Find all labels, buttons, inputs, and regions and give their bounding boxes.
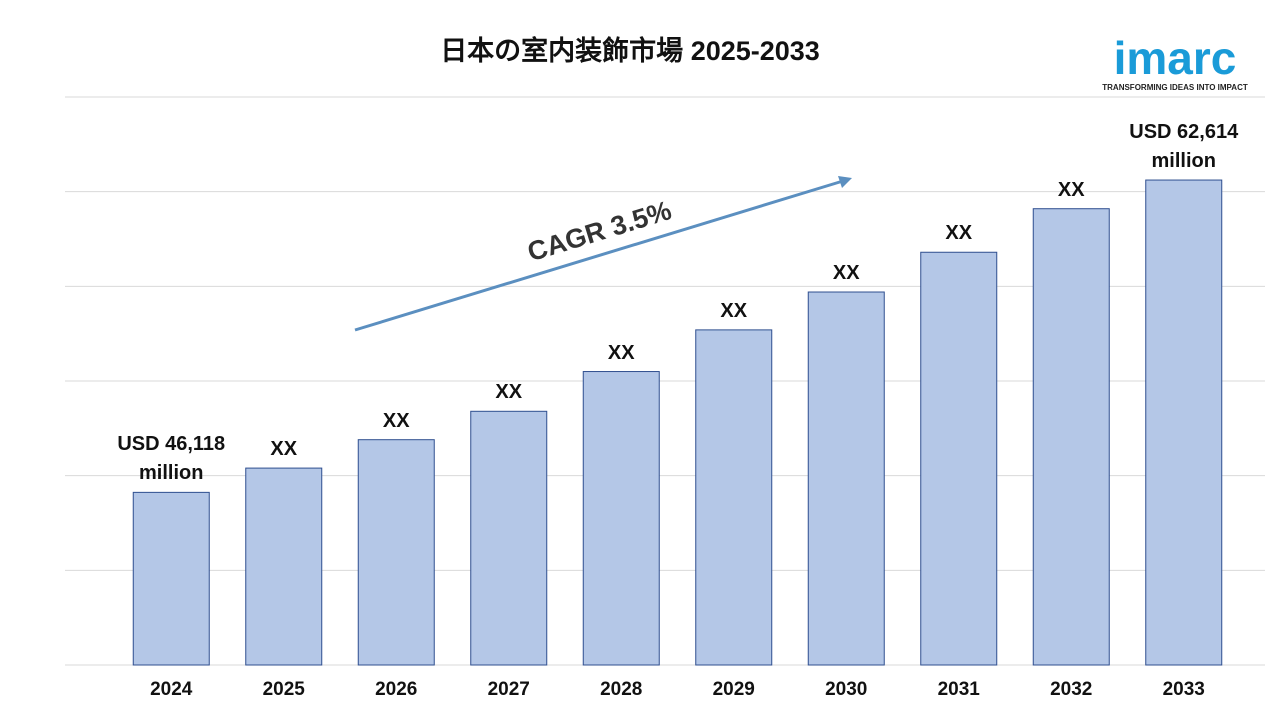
bar	[1032, 208, 1110, 666]
x-tick-label: 2029	[713, 679, 755, 700]
cagr-arrow	[354, 179, 844, 332]
bar	[807, 291, 885, 666]
logo-name: imarc	[1114, 32, 1237, 84]
value-label: XX	[270, 438, 298, 461]
logo-tagline: TRANSFORMING IDEAS INTO IMPACT	[1102, 83, 1248, 92]
value-label: XX	[1057, 178, 1085, 201]
bar	[245, 467, 323, 666]
value-label: XX	[832, 262, 860, 284]
cagr-arrowhead	[838, 176, 852, 188]
bar	[920, 251, 998, 666]
bar	[132, 491, 210, 666]
x-tick-label: 2027	[488, 679, 530, 700]
bar	[695, 329, 773, 666]
x-tick-label: 2028	[600, 679, 642, 700]
x-tick-label: 2032	[1050, 679, 1092, 700]
x-tick-label: 2024	[150, 679, 193, 700]
x-tick-label: 2031	[938, 679, 981, 700]
chart-title: 日本の室内装飾市場 2025-2033	[440, 35, 820, 66]
value-label: XX	[495, 381, 523, 404]
value-label: USD 62,614 million	[1129, 121, 1239, 173]
value-label: XX	[607, 341, 635, 364]
bar	[1145, 179, 1223, 666]
bar	[470, 410, 548, 666]
value-label: XX	[945, 222, 973, 245]
value-label: XX	[382, 409, 410, 432]
x-tick-label: 2030	[825, 679, 867, 700]
x-tick-label: 2025	[263, 679, 306, 700]
x-tick-label: 2026	[375, 679, 417, 700]
x-tick-label: 2033	[1163, 679, 1205, 700]
value-label: USD 46,118 million	[117, 433, 226, 485]
bar	[357, 439, 435, 666]
bar	[582, 371, 660, 666]
value-label: XX	[720, 299, 748, 322]
